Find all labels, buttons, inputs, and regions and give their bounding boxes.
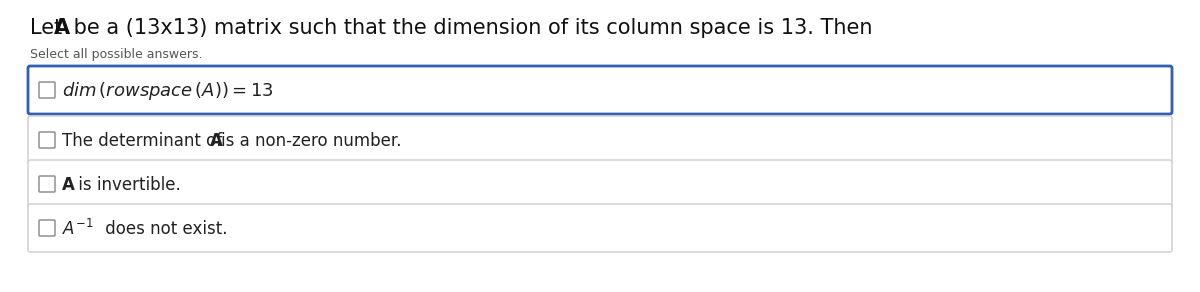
Text: A: A bbox=[54, 18, 70, 38]
FancyBboxPatch shape bbox=[38, 132, 55, 148]
FancyBboxPatch shape bbox=[28, 66, 1172, 114]
Text: be a (13x13) matrix such that the dimension of its column space is 13. Then: be a (13x13) matrix such that the dimens… bbox=[67, 18, 872, 38]
Text: The determinant of: The determinant of bbox=[62, 132, 227, 150]
FancyBboxPatch shape bbox=[38, 82, 55, 98]
Text: $A^{-1}$: $A^{-1}$ bbox=[62, 219, 94, 239]
FancyBboxPatch shape bbox=[28, 160, 1172, 208]
Text: Let: Let bbox=[30, 18, 68, 38]
Text: is invertible.: is invertible. bbox=[73, 176, 181, 194]
Text: A: A bbox=[210, 132, 223, 150]
FancyBboxPatch shape bbox=[38, 220, 55, 236]
FancyBboxPatch shape bbox=[28, 116, 1172, 164]
FancyBboxPatch shape bbox=[28, 204, 1172, 252]
Text: does not exist.: does not exist. bbox=[100, 220, 228, 238]
Text: A: A bbox=[62, 176, 74, 194]
FancyBboxPatch shape bbox=[38, 176, 55, 192]
Text: $dim\,(rowspace\,(A)) = 13$: $dim\,(rowspace\,(A)) = 13$ bbox=[62, 80, 274, 102]
Text: Select all possible answers.: Select all possible answers. bbox=[30, 48, 203, 61]
Text: is a non-zero number.: is a non-zero number. bbox=[221, 132, 402, 150]
